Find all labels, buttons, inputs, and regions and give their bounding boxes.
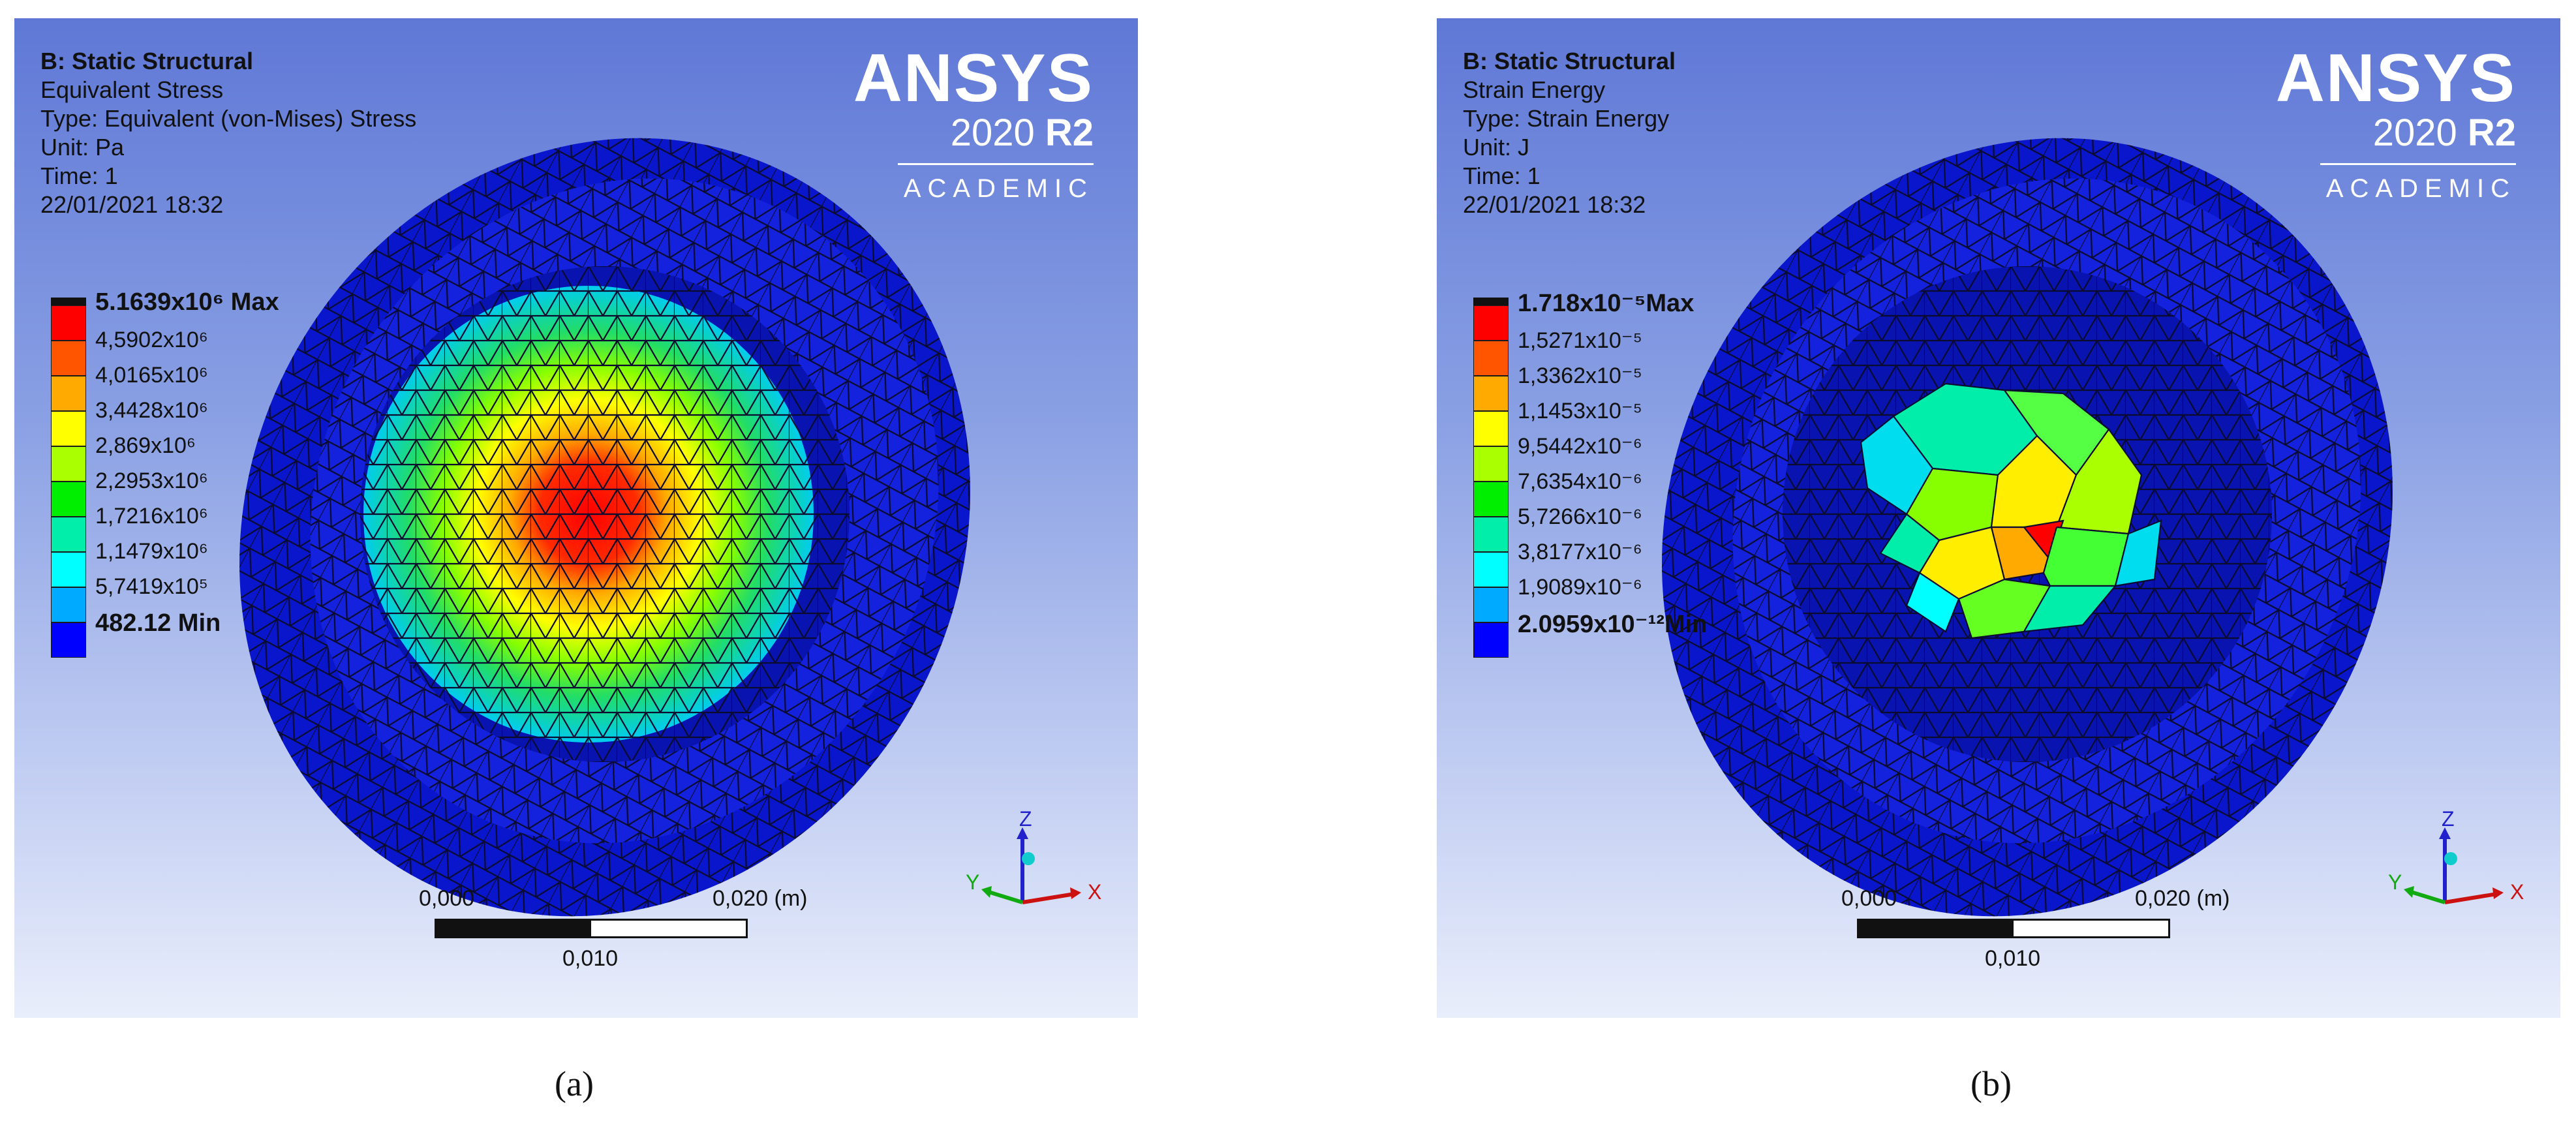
scale-end: 0,020 (m) <box>2135 886 2230 911</box>
legend-level-label: 4,0165x10⁶ <box>95 363 208 388</box>
legend-level-label: 3,8177x10⁻⁶ <box>1518 540 1642 564</box>
result-name: Strain Energy <box>1463 76 1606 103</box>
ansys-logo: ANSYS 2020 R2 ACADEMIC <box>2276 44 2516 203</box>
axis-y-label: Y <box>2388 870 2402 894</box>
legend-swatch <box>51 446 86 482</box>
legend-swatch <box>1473 411 1509 446</box>
legend-min-label: 2.0959x10⁻¹²Min <box>1518 611 1708 638</box>
legend-swatch <box>51 482 86 517</box>
result-date: 22/01/2021 18:32 <box>1463 191 1646 218</box>
result-type: Type: Equivalent (von-Mises) Stress <box>40 105 417 132</box>
analysis-title: B: Static Structural <box>40 48 254 74</box>
scale-start: 0,000 <box>419 886 475 911</box>
legend-swatch <box>1473 517 1509 552</box>
legend-swatch <box>1473 376 1509 411</box>
legend-level-label: 1,3362x10⁻⁵ <box>1518 363 1642 388</box>
brand-name: ANSYS <box>853 40 1094 116</box>
viewport-panel-b[interactable]: B: Static Structural Strain Energy Type:… <box>1437 18 2560 1018</box>
legend-level-label: 1,1453x10⁻⁵ <box>1518 399 1642 423</box>
legend-level-label: 3,4428x10⁶ <box>95 398 208 423</box>
brand-edition: ACADEMIC <box>903 174 1094 203</box>
axis-y-label: Y <box>966 870 979 894</box>
result-unit: Unit: Pa <box>40 134 125 161</box>
brand-edition: ACADEMIC <box>2325 174 2516 203</box>
scale-end: 0,020 (m) <box>713 886 808 911</box>
legend-swatch <box>51 517 86 552</box>
legend-swatch <box>51 305 86 341</box>
viewport-panel-a[interactable]: B: Static Structural Equivalent Stress T… <box>14 18 1138 1018</box>
brand-version: 2020 R2 <box>2372 112 2516 154</box>
axis-triad[interactable]: Z X Y <box>2383 808 2533 932</box>
legend-swatch <box>1473 587 1509 622</box>
legend-swatch <box>51 341 86 376</box>
legend-level-label: 1,9089x10⁻⁶ <box>1518 575 1642 600</box>
legend-swatch <box>1473 482 1509 517</box>
scale-mid: 0,010 <box>562 946 619 971</box>
legend-swatch <box>51 411 86 446</box>
result-time: Time: 1 <box>1463 162 1541 189</box>
legend-level-label: 9,5442x10⁻⁶ <box>1518 434 1642 459</box>
legend-swatch <box>51 622 86 658</box>
legend-swatch <box>51 376 86 411</box>
legend-min-label: 482.12 Min <box>95 609 221 637</box>
legend-swatch <box>51 587 86 622</box>
brand-version: 2020 R2 <box>950 112 1094 154</box>
legend-level-label: 5,7266x10⁻⁶ <box>1518 504 1642 529</box>
legend-level-label: 4,5902x10⁶ <box>95 328 208 352</box>
scale-mid: 0,010 <box>1985 946 2041 971</box>
legend-level-label: 5,7419x10⁵ <box>95 574 208 599</box>
ansys-logo: ANSYS 2020 R2 ACADEMIC <box>853 44 1094 203</box>
legend-level-label: 2,869x10⁶ <box>95 433 196 458</box>
axis-x-label: X <box>2510 880 2524 904</box>
legend-max-label: 5.1639x10⁶ Max <box>95 288 279 316</box>
legend-level-label: 1,7216x10⁶ <box>95 504 208 529</box>
fea-model-stress[interactable] <box>14 18 1138 1018</box>
axis-z-label: Z <box>1019 808 1032 831</box>
analysis-title: B: Static Structural <box>1463 48 1676 74</box>
legend-max-label: 1.718x10⁻⁵Max <box>1518 290 1694 317</box>
legend-swatch <box>1473 446 1509 482</box>
axis-x-label: X <box>1088 880 1101 904</box>
axis-z-label: Z <box>2442 808 2455 831</box>
result-time: Time: 1 <box>40 162 118 189</box>
result-unit: Unit: J <box>1463 134 1530 161</box>
fea-model-strain-energy[interactable] <box>1437 18 2560 1018</box>
caption-b: (b) <box>1970 1064 2012 1103</box>
legend-level-label: 1,1479x10⁶ <box>95 539 208 564</box>
legend-swatch <box>51 552 86 587</box>
brand-name: ANSYS <box>2275 40 2516 116</box>
result-info: B: Static Structural Strain Energy Type:… <box>1463 47 1676 219</box>
result-name: Equivalent Stress <box>40 76 224 103</box>
caption-a: (a) <box>555 1064 594 1103</box>
result-info: B: Static Structural Equivalent Stress T… <box>40 47 416 219</box>
scale-start: 0,000 <box>1841 886 1897 911</box>
result-date: 22/01/2021 18:32 <box>40 191 224 218</box>
result-type: Type: Strain Energy <box>1463 105 1670 132</box>
axis-triad[interactable]: Z X Y <box>960 808 1111 932</box>
legend-swatch <box>1473 552 1509 587</box>
legend-level-label: 2,2953x10⁶ <box>95 468 208 493</box>
legend-swatch <box>1473 622 1509 658</box>
legend-swatch <box>1473 341 1509 376</box>
legend-level-label: 7,6354x10⁻⁶ <box>1518 469 1642 494</box>
legend-level-label: 1,5271x10⁻⁵ <box>1518 328 1642 353</box>
legend-swatch <box>1473 305 1509 341</box>
